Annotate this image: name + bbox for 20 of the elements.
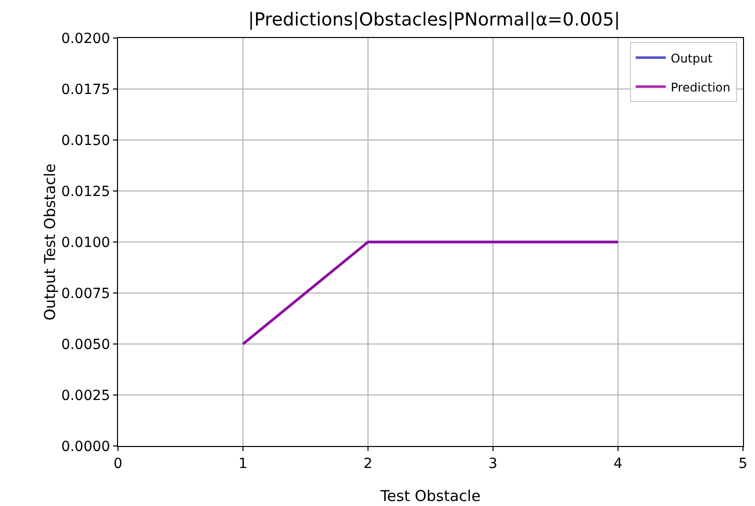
y-tick-label: 0.0100: [61, 234, 110, 251]
y-tick-label: 0.0025: [61, 388, 110, 404]
x-tick-label: 5: [738, 456, 748, 472]
y-axis-title: Output Test Obstacle: [41, 163, 60, 321]
legend-label: Output: [670, 51, 713, 66]
y-tick-label: 0.0000: [61, 438, 110, 455]
y-tick-label: 0.0150: [61, 132, 110, 149]
x-tick-label: 4: [614, 456, 623, 472]
chart-title: |Predictions|Obstacles|PNormal|α=0.005|: [248, 9, 620, 30]
x-tick-label: 0: [114, 456, 122, 472]
x-tick-label: 2: [364, 456, 372, 472]
y-tick-label: 0.0075: [61, 286, 110, 302]
x-tick-label: 3: [488, 456, 498, 472]
y-tick-label: 0.0200: [61, 30, 110, 47]
y-tick-label: 0.0175: [61, 82, 110, 98]
x-tick-label: 1: [238, 456, 248, 472]
y-tick-label: 0.0050: [61, 336, 110, 353]
y-tick-label: 0.0125: [61, 184, 110, 200]
legend-label: Prediction: [670, 80, 730, 94]
x-axis-title: Test Obstacle: [379, 487, 481, 505]
